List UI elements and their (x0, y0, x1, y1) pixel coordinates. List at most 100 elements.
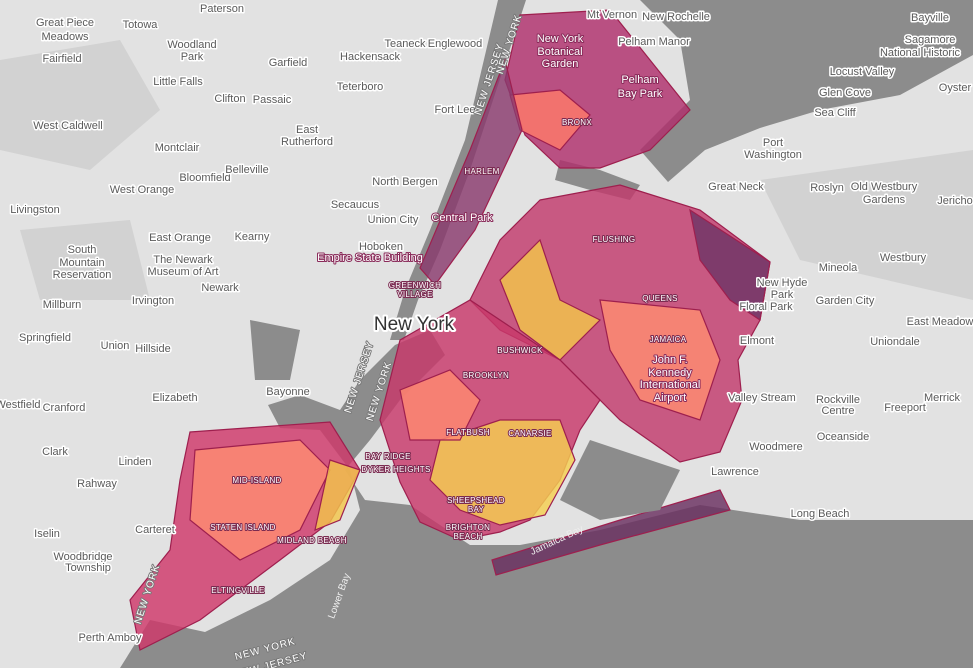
district-label: BUSHWICK (497, 346, 543, 355)
town-label: New Rochelle (642, 11, 710, 23)
town-label: Old Westbury (851, 181, 918, 193)
town-label: The Newark (153, 254, 213, 266)
town-label: Garden City (816, 295, 875, 307)
town-label: Great Piece (36, 17, 94, 29)
town-label: Reservation (53, 269, 112, 281)
town-label: Westbury (880, 252, 927, 264)
district-label: CANARSIE (508, 429, 551, 438)
poi-label: Pelham (621, 74, 658, 86)
town-label: Mineola (819, 262, 858, 274)
district-label: FLATBUSH (446, 428, 490, 437)
staten-yellow (314, 459, 361, 531)
town-label: Passaic (253, 94, 292, 106)
town-label: National Historic (880, 47, 961, 59)
poi-label: Kennedy (648, 367, 692, 379)
district-label: BEACH (453, 532, 482, 541)
district-label: STATEN ISLAND (210, 523, 275, 532)
district-label: GREENWICH (389, 281, 441, 290)
district-label: DYKER HEIGHTS (361, 465, 430, 474)
town-label: North Bergen (372, 176, 437, 188)
town-label: Elmont (740, 335, 774, 347)
town-label: Park (771, 289, 794, 301)
city-label: New York (374, 314, 455, 335)
poi-label: International (640, 379, 701, 391)
queens-south (599, 299, 721, 421)
poi-label: John F. (652, 354, 687, 366)
district-label: BRONX (562, 118, 592, 127)
town-label: Irvington (132, 295, 174, 307)
district-label: VILLAGE (397, 290, 432, 299)
town-label: Rockville (816, 394, 860, 406)
district-label: MID-ISLAND (232, 476, 281, 485)
town-label: Park (181, 51, 204, 63)
poi-label: Botanical (537, 46, 582, 58)
poi-label: New York (537, 33, 584, 45)
town-label: Sea Cliff (814, 107, 856, 119)
district-label: FLUSHING (593, 235, 636, 244)
town-label: Bayonne (266, 386, 309, 398)
town-label: Totowa (123, 19, 159, 31)
town-label: Clifton (214, 93, 245, 105)
poi-label: Bay Park (618, 88, 663, 100)
rockaway (491, 489, 731, 576)
town-label: Centre (821, 405, 854, 417)
town-label: Pelham Manor (618, 36, 690, 48)
town-label: Gardens (863, 194, 906, 206)
district-label: ELTINGVILLE (211, 586, 264, 595)
district-label: BAY RIDGE (365, 452, 411, 461)
town-label: East (296, 124, 318, 136)
town-label: Great Neck (708, 181, 764, 193)
town-label: West Caldwell (33, 120, 103, 132)
district-label: SHEEPSHEAD (447, 496, 505, 505)
town-label: East Orange (149, 232, 211, 244)
town-label: Teterboro (337, 81, 383, 93)
town-label: Woodbridge (53, 551, 112, 563)
town-label: Rahway (77, 478, 117, 490)
town-label: Merrick (924, 392, 961, 404)
boroughs (129, 9, 771, 651)
town-label: Clark (42, 446, 68, 458)
staten-salmon (189, 439, 331, 561)
district-label: BROOKLYN (463, 371, 509, 380)
town-label: Springfield (19, 332, 71, 344)
town-label: Oyster (939, 82, 972, 94)
district-label: HARLEM (464, 167, 499, 176)
town-label: East Meadow (907, 316, 973, 328)
town-label: Fairfield (42, 53, 81, 65)
town-label: Carteret (135, 524, 175, 536)
brooklyn-salmon (399, 369, 481, 441)
district-label: BAY (468, 505, 485, 514)
town-label: Secaucus (331, 199, 380, 211)
town-label: Lawrence (711, 466, 759, 478)
town-label: Garfield (269, 57, 308, 69)
town-label: Township (65, 562, 111, 574)
town-label: Glen Cove (819, 87, 871, 99)
town-label: Sagamore (905, 34, 956, 46)
town-label: Kearny (235, 231, 270, 243)
district-label: JAMAICA (650, 335, 687, 344)
town-label: Union City (368, 214, 419, 226)
town-label: Teaneck (385, 38, 426, 50)
town-label: Union (101, 340, 130, 352)
queens-yellow (499, 238, 602, 361)
town-label: Perth Amboy (79, 632, 142, 644)
poi-label: Empire State Building (317, 252, 423, 264)
town-label: Hackensack (340, 51, 400, 63)
town-label: West Orange (110, 184, 175, 196)
town-label: Iselin (34, 528, 60, 540)
town-label: Montclair (155, 142, 200, 154)
town-label: Fort Lee (435, 104, 476, 116)
town-label: New Hyde (757, 277, 808, 289)
town-label: Paterson (200, 3, 244, 15)
town-label: Mt Vernon (587, 9, 637, 21)
town-label: Valley Stream (728, 392, 796, 404)
town-label: Bloomfield (179, 172, 230, 184)
town-label: Bayville (911, 12, 949, 24)
town-label: Englewood (428, 38, 482, 50)
poi-label: Airport (654, 392, 686, 404)
town-label: Hillside (135, 343, 170, 355)
town-label: Linden (118, 456, 151, 468)
town-label: Newark (201, 282, 239, 294)
town-label: Rutherford (281, 136, 333, 148)
